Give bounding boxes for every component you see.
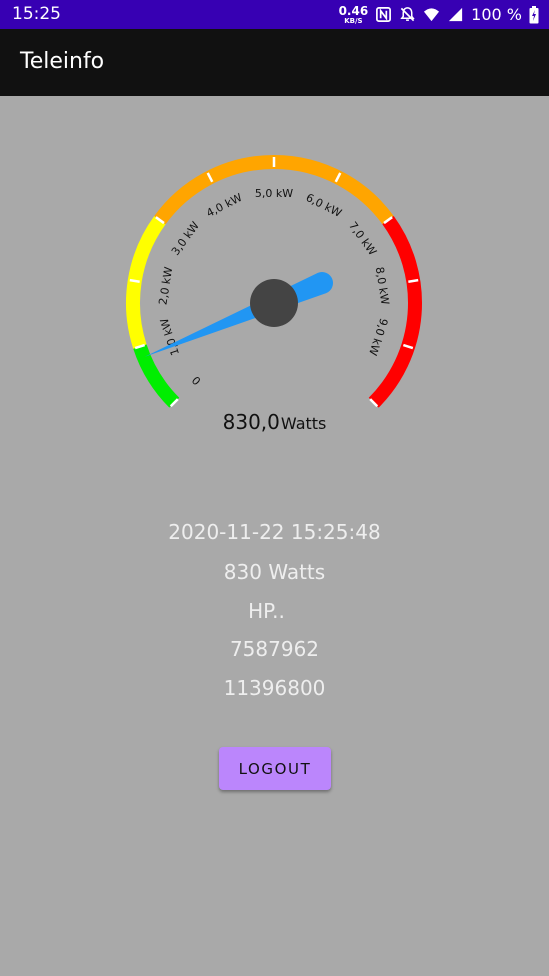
status-time: 15:25 bbox=[12, 4, 61, 24]
status-bar: 15:25 0.46 KB/S 100 % bbox=[0, 0, 549, 29]
gauge-tick bbox=[383, 216, 393, 225]
gauge-hub bbox=[250, 279, 298, 327]
power-reading: 830 Watts bbox=[223, 560, 326, 584]
app-bar: Teleinfo bbox=[0, 29, 549, 96]
status-icons: 0.46 KB/S 100 % bbox=[339, 3, 539, 26]
app-title: Teleinfo bbox=[20, 49, 105, 74]
index-reading-2: 11396800 bbox=[223, 676, 326, 700]
gauge-zone-4 bbox=[368, 216, 422, 408]
gauge-tick bbox=[206, 172, 214, 183]
network-speed-unit: KB/S bbox=[344, 16, 363, 25]
gauge-reading: 830,0Watts bbox=[0, 410, 549, 434]
gauge-tick-label: 4,0 kW bbox=[204, 191, 244, 220]
gauge-tick-label: 1,0 kW bbox=[158, 317, 182, 358]
gauge-tick bbox=[134, 343, 146, 350]
gauge-tick bbox=[169, 398, 179, 408]
index-reading-1: 7587962 bbox=[229, 637, 320, 661]
gauge-ticks bbox=[129, 157, 419, 408]
gauge-tick bbox=[129, 278, 140, 283]
wifi-icon bbox=[424, 8, 440, 22]
gauge-tick-label: 6,0 kW bbox=[304, 191, 344, 220]
gauge-tick bbox=[408, 278, 419, 283]
nfc-icon bbox=[376, 7, 392, 22]
tariff-period: HP.. bbox=[248, 599, 285, 623]
gauge-tick bbox=[369, 398, 379, 408]
power-gauge: 0 1,0 kW 2,0 kW 3,0 kW4,0 kW 5,0 kW 6,0 kW7,0… bbox=[126, 155, 422, 408]
cell-signal-icon bbox=[449, 7, 463, 22]
network-speed: 0.46 KB/S bbox=[339, 5, 369, 25]
gauge-tick-label: 3,0 kW bbox=[169, 219, 202, 258]
battery-percent: 100 % bbox=[471, 5, 522, 24]
gauge-tick bbox=[402, 343, 414, 350]
gauge-tick-label: 0 bbox=[190, 373, 204, 387]
logout-button[interactable]: LOGOUT bbox=[219, 747, 331, 790]
gauge-zone-2 bbox=[126, 216, 166, 349]
reading-timestamp: 2020-11-22 15:25:48 bbox=[168, 520, 381, 544]
notifications-off-icon bbox=[400, 7, 415, 22]
gauge-value: 830,0 bbox=[222, 410, 280, 434]
battery-icon bbox=[529, 5, 539, 23]
gauge-tick-label: 7,0 kW bbox=[346, 219, 379, 258]
gauge-unit: Watts bbox=[280, 414, 327, 433]
network-speed-value: 0.46 bbox=[338, 3, 369, 18]
gauge-tick-label: 2,0 kW bbox=[156, 266, 175, 306]
gauge-tick-label: 9,0 kW bbox=[366, 317, 390, 358]
gauge-tick bbox=[155, 216, 165, 225]
gauge-tick bbox=[334, 172, 342, 183]
gauge-tick-label: 8,0 kW bbox=[373, 266, 392, 306]
gauge-tick-label: 5,0 kW bbox=[255, 187, 293, 200]
gauge-zone-1 bbox=[133, 344, 180, 408]
